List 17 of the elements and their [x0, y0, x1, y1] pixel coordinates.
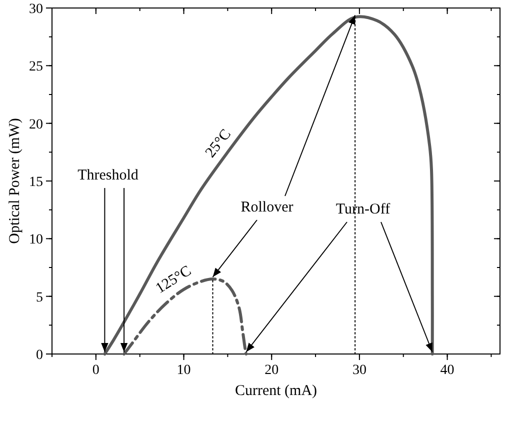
- x-tick-label: 30: [352, 363, 366, 378]
- y-tick-label: 0: [36, 348, 43, 363]
- y-tick-label: 5: [36, 290, 43, 306]
- annotation: Turn-Off: [336, 201, 390, 218]
- annotation: Threshold: [78, 167, 139, 184]
- y-axis-title: Optical Power (mW): [7, 118, 23, 244]
- annotation: Rollover: [240, 199, 294, 216]
- x-tick-label: 0: [92, 363, 100, 378]
- y-tick-label: 10: [29, 232, 43, 248]
- x-axis-title: Current (mA): [234, 383, 318, 399]
- x-tick-label: 20: [264, 363, 279, 378]
- y-tick-label: 30: [29, 2, 43, 17]
- x-tick-label: 10: [176, 363, 191, 378]
- y-tick-label: 15: [29, 175, 43, 190]
- x-tick-label: 40: [440, 363, 454, 378]
- y-tick-label: 20: [29, 117, 43, 132]
- y-tick-label: 25: [29, 60, 43, 75]
